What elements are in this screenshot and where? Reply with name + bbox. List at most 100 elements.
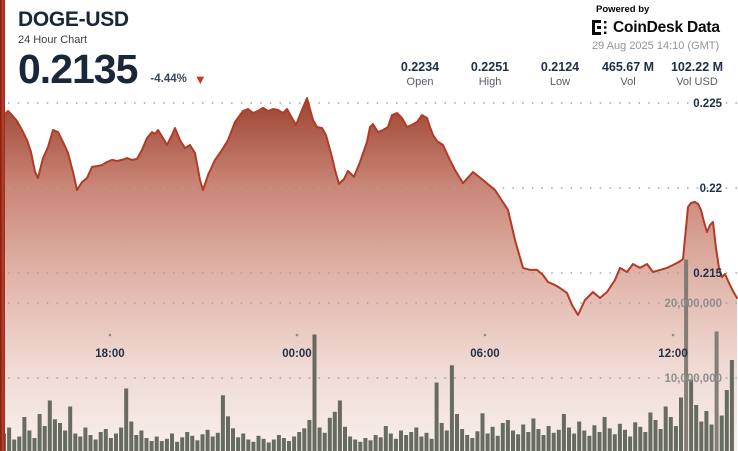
time-tick-dot [295,333,299,337]
down-arrow-icon: ▼ [193,71,207,87]
volume-bar [617,423,622,451]
volume-bar [317,427,322,451]
volume-bar [531,418,536,451]
volume-bar [623,429,627,451]
volume-bar [429,438,434,451]
time-tick-dot [483,333,487,337]
volume-bar [7,427,12,451]
volume-bar [114,433,118,451]
stat-label: Low [549,76,571,88]
price-line [4,97,738,316]
volume-bar [63,430,68,451]
volume-bar [399,430,403,451]
volume-bar [658,429,663,451]
volume-bar [307,420,312,451]
volume-bar [42,426,47,451]
volume-bar [185,432,190,451]
volume-bar [241,433,246,451]
volume-bar [592,425,597,451]
volume-bar [32,438,37,451]
volume-bar [663,406,668,451]
volume-bar [582,430,587,451]
time-tick-dot [108,333,112,337]
y-axis-volume-label: 10,000,000 [664,373,722,385]
stat-value: 102.22 M [670,60,724,74]
x-axis-time-label: 18:00 [95,348,124,360]
volume-bar [287,441,291,451]
volume-bar [139,430,144,451]
volume-bar [353,439,358,451]
volume-bar [444,430,449,451]
brand-name: CoinDesk Data [613,19,720,36]
volume-bar [404,435,409,451]
volume-bar [149,441,154,451]
volume-bar [511,430,515,451]
volume-bar [689,379,694,451]
y-axis-price-label: 0.22 [700,183,722,195]
volume-bar [68,406,73,451]
volume-bar [297,432,302,451]
volume-bar [378,437,383,451]
stat-open: 0.2234 Open [390,60,450,88]
price-change-percent: -4.44% [150,72,187,85]
volume-bar [633,422,638,451]
volume-bar [546,426,551,451]
stat-vol-usd: 102.22 M Vol USD [655,60,738,88]
volume-bar [271,439,276,451]
volume-bar [93,439,98,451]
volume-bar [684,259,689,451]
stat-low: 0.2124 Low [525,60,595,88]
volume-bar [312,334,317,451]
volume-bar [343,426,347,451]
volume-bar [73,433,78,451]
coindesk-logo[interactable]: CoinDesk Data [592,19,720,37]
coindesk-icon [592,20,607,35]
volume-bar [551,432,556,451]
volume-bar [729,360,734,451]
volume-bar [83,427,88,451]
volume-bar [363,438,368,451]
stat-label: High [478,76,502,88]
volume-bar [704,411,709,451]
x-axis-time-label: 12:00 [658,348,687,360]
volume-bar [388,433,393,451]
volume-bar [144,438,149,451]
volume-bar [653,420,658,451]
volume-bar [495,435,500,451]
volume-bar [215,432,220,451]
volume-bar [256,435,261,451]
volume-bar [231,428,235,451]
stat-label: Vol USD [676,76,718,88]
volume-bar [470,438,475,451]
x-axis-time-label: 06:00 [470,348,499,360]
volume-bar [455,414,459,451]
x-axis-time-label: 00:00 [282,348,311,360]
time-tick-dot [671,333,675,337]
volume-bar [597,432,602,451]
volume-bar [699,421,704,451]
volume-bar [414,427,419,451]
volume-bar [180,437,185,451]
volume-bar [327,417,332,451]
volume-bar [383,426,388,451]
volume-bar [449,365,454,451]
volume-bar [424,432,429,451]
volume-bar [719,415,724,451]
volume-bar [17,436,22,451]
volume-bar [22,417,27,451]
volume-bar [164,438,169,451]
volume-bar [358,441,363,451]
volume-bar [480,413,485,451]
volume-bar [577,421,582,451]
volume-bar [159,441,164,451]
volume-bar [134,435,139,451]
volume-bar [281,438,286,451]
volume-bar [302,428,307,451]
volume-bar [154,436,159,451]
volume-bar [52,419,57,451]
volume-bar [129,421,134,451]
volume-bar [337,400,342,451]
stat-vol: 465.67 M Vol [590,60,666,88]
stat-value: 0.2251 [470,60,510,74]
